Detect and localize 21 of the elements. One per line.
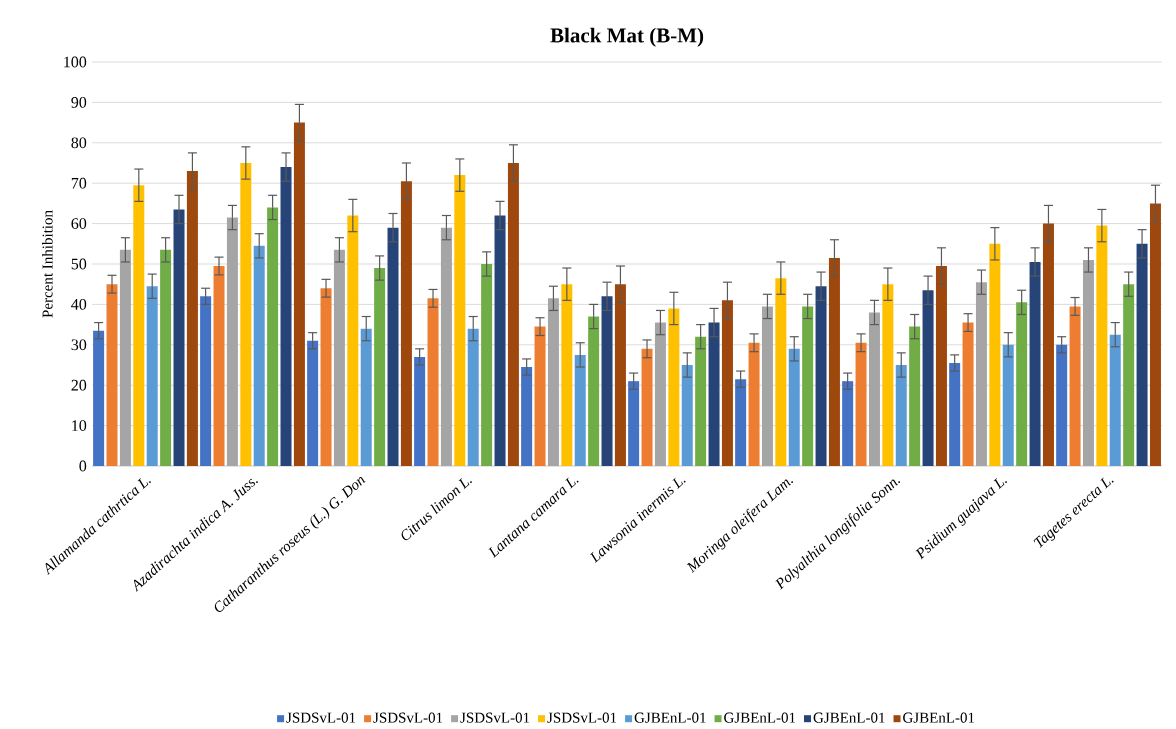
- y-tick-label: 0: [79, 460, 87, 472]
- legend-label: GJBEnL-01: [813, 712, 885, 723]
- y-tick-label: 20: [71, 379, 87, 391]
- legend-label: GJBEnL-01: [724, 712, 796, 723]
- y-tick-label: 50: [71, 258, 87, 270]
- y-tick-label: 90: [71, 96, 87, 108]
- y-tick-label: 70: [71, 177, 87, 189]
- y-tick-label: 40: [71, 298, 87, 310]
- y-tick-label: 10: [72, 420, 87, 431]
- legend-label: GJBEnL-01: [634, 712, 706, 723]
- y-axis-title: Percent Inhibition: [42, 210, 53, 318]
- y-tick-label: 60: [71, 218, 87, 229]
- legend-label: JSDSvL-01: [373, 712, 443, 723]
- legend-label: JSDSvL-01: [547, 712, 617, 723]
- y-tick-label: 80: [71, 137, 87, 149]
- legend-label: GJBEnL-01: [903, 712, 975, 723]
- y-tick-label: 100: [64, 56, 87, 68]
- y-tick-label: 30: [71, 339, 87, 351]
- chart-title: Black Mat (B-M): [550, 27, 704, 47]
- legend-label: JSDSvL-01: [286, 712, 356, 723]
- legend-label: JSDSvL-01: [460, 712, 530, 723]
